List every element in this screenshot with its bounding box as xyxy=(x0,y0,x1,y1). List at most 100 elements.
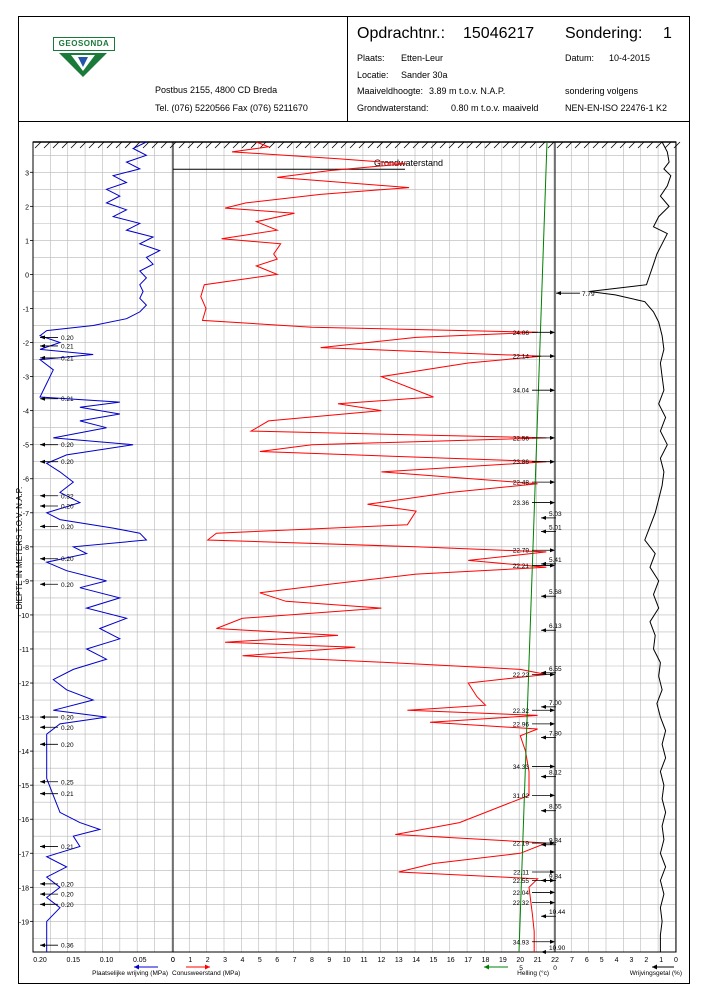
ratio-tick-label: 6 xyxy=(585,957,589,964)
ratio-tick-label: 0 xyxy=(674,957,678,964)
ratio-axis-label: Wrijvingsgetal (%) xyxy=(630,970,682,977)
cone-annotation-arrowhead xyxy=(550,764,555,769)
ground-hatch xyxy=(646,141,654,149)
ground-hatch xyxy=(493,141,501,149)
ground-hatch xyxy=(574,141,582,149)
cone-annotation-arrowhead xyxy=(550,548,555,553)
header-company-block: GEOSONDA Postbus 2155, 4800 CD Breda Tel… xyxy=(19,17,348,121)
ground-hatch xyxy=(529,141,537,149)
cone-annotation-arrowhead xyxy=(550,388,555,393)
ground-hatch xyxy=(457,141,465,149)
friction-tick-label: 0.05 xyxy=(133,957,147,964)
cone-tick-label: 5 xyxy=(258,957,262,964)
ground-hatch xyxy=(592,141,600,149)
friction-annotation-label: 0.21 xyxy=(61,343,74,350)
cone-annotation-label: 22.32 xyxy=(513,708,530,715)
ground-hatch xyxy=(331,141,339,149)
friction-annotation-arrowhead xyxy=(40,844,45,849)
cone-annotation-arrowhead xyxy=(550,563,555,568)
y-tick-label: 2 xyxy=(25,204,29,211)
friction-annotation-label: 0.20 xyxy=(61,503,74,510)
ground-hatch xyxy=(376,141,384,149)
ground-hatch xyxy=(160,141,168,149)
ground-hatch xyxy=(286,141,294,149)
ground-hatch xyxy=(106,141,114,149)
ground-hatch xyxy=(304,141,312,149)
ground-hatch xyxy=(124,141,132,149)
ground-hatch xyxy=(394,141,402,149)
datum-label: Datum: xyxy=(565,53,595,63)
cone-annotation-label: 22.55 xyxy=(513,878,530,885)
y-tick-label: -19 xyxy=(19,919,29,926)
ground-hatch xyxy=(601,141,609,149)
friction-annotation-label: 0.20 xyxy=(61,442,74,449)
ground-hatch xyxy=(214,141,222,149)
friction-annotation-label: 0.20 xyxy=(61,335,74,342)
plaats-label: Plaats: xyxy=(357,53,385,63)
ratio-annotation-label: 8.65 xyxy=(549,804,562,811)
friction-annotation-arrowhead xyxy=(40,715,45,720)
ground-hatch xyxy=(61,141,69,149)
cone-annotation-label: 22.32 xyxy=(513,900,530,907)
inclination-tick-label: 5 xyxy=(519,965,523,972)
friction-annotation-arrowhead xyxy=(40,725,45,730)
friction-axis-label: Plaatselijke wrijving (MPa) xyxy=(92,970,168,977)
ratio-annotation-arrowhead xyxy=(541,774,546,779)
ratio-annotation-label: 5.01 xyxy=(549,525,562,532)
friction-annotation-label: 0.21 xyxy=(61,791,74,798)
friction-annotation-arrowhead xyxy=(40,892,45,897)
ground-hatch xyxy=(628,141,636,149)
ratio-annotation-arrowhead xyxy=(541,561,546,566)
locatie-value: Sander 30a xyxy=(401,70,448,80)
ground-hatch xyxy=(583,141,591,149)
ground-hatch xyxy=(115,141,123,149)
cone-annotation-label: 22.79 xyxy=(513,548,530,555)
ground-hatch xyxy=(358,141,366,149)
friction-annotation-arrowhead xyxy=(40,943,45,948)
ratio-annotation-arrowhead xyxy=(541,878,546,883)
cone-annotation-label: 22.11 xyxy=(513,869,529,876)
ratio-annotation-arrowhead xyxy=(541,628,546,633)
friction-annotation-label: 0.20 xyxy=(61,892,74,899)
ground-hatch xyxy=(565,141,573,149)
friction-series-line xyxy=(38,141,161,952)
grondwater-value: 0.80 m t.o.v. maaiveld xyxy=(451,103,539,113)
y-tick-label: -3 xyxy=(23,375,29,382)
ratio-annotation-arrowhead xyxy=(541,914,546,919)
friction-annotation-label: 0.20 xyxy=(61,459,74,466)
cone-axis-label: Conusweerstand (MPa) xyxy=(172,970,240,977)
ground-hatch xyxy=(502,141,510,149)
y-tick-label: -5 xyxy=(23,443,29,450)
y-tick-label: 3 xyxy=(25,170,29,177)
cone-annotation-arrowhead xyxy=(550,793,555,798)
ratio-annotation-label: 6.55 xyxy=(549,666,562,673)
cone-axis-arrow-head xyxy=(205,964,210,970)
cone-tick-label: 11 xyxy=(360,957,367,964)
friction-annotation-label: 0.20 xyxy=(61,902,74,909)
friction-tick-label: 0.15 xyxy=(66,957,80,964)
friction-annotation-arrowhead xyxy=(40,503,45,508)
cone-tick-label: 9 xyxy=(327,957,331,964)
cone-tick-label: 16 xyxy=(447,957,455,964)
friction-axis-arrow-head xyxy=(134,964,139,970)
ratio-tick-label: 2 xyxy=(644,957,648,964)
cone-tick-label: 19 xyxy=(499,957,507,964)
cone-annotation-label: 24.06 xyxy=(513,330,530,337)
ratio-tick-label: 7 xyxy=(570,957,574,964)
ground-hatch xyxy=(196,141,204,149)
y-tick-label: -4 xyxy=(23,409,29,416)
friction-annotation-label: 0.36 xyxy=(61,943,74,950)
ratio-annotation-label: 7.00 xyxy=(549,700,562,707)
cone-tick-label: 4 xyxy=(241,957,245,964)
geosonda-logo: GEOSONDA xyxy=(53,37,115,81)
cone-tick-label: 17 xyxy=(464,957,472,964)
friction-annotation-arrowhead xyxy=(40,442,45,447)
opdracht-value: 15046217 xyxy=(463,25,535,42)
ratio-annotation-arrowhead xyxy=(556,291,561,296)
cone-annotation-label: 22.56 xyxy=(513,435,530,442)
ground-hatch xyxy=(673,141,681,149)
ground-hatch xyxy=(610,141,618,149)
company-address: Postbus 2155, 4800 CD Breda xyxy=(155,85,278,95)
ground-hatch xyxy=(52,141,60,149)
